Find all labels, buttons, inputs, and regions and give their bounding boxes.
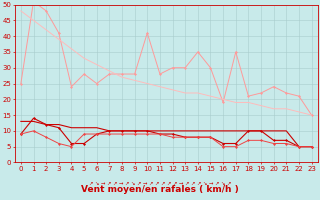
Text: ↗ ↘ → ↗ ↗ → ↗ ↘ ↗ → ↗ ↗ ↗ ↗ ↗ → ↗ ↗ ↗ ↘ → ↗ ↘ ↗: ↗ ↘ → ↗ ↗ → ↗ ↘ ↗ → ↗ ↗ ↗ ↗ ↗ → ↗ ↗ ↗ ↘ … [89,181,231,186]
Text: Vent moyen/en rafales ( km/h ): Vent moyen/en rafales ( km/h ) [81,185,239,194]
